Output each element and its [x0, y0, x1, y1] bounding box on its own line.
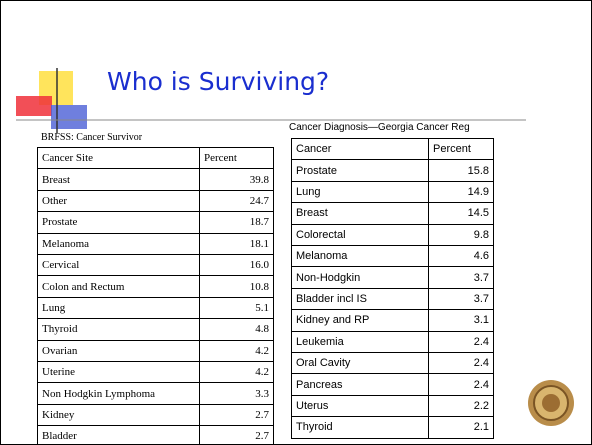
table-cell: 18.1 — [199, 232, 274, 255]
table-cell: Leukemia — [291, 330, 429, 353]
red-square — [16, 96, 52, 116]
table-cell: 3.3 — [199, 382, 274, 405]
table-caption: BRFSS: Cancer Survivor — [41, 132, 143, 143]
table-cell: Thyroid — [37, 318, 200, 341]
table-cell: Non Hodgkin Lymphoma — [37, 382, 200, 405]
header-cell: Percent — [428, 138, 494, 161]
table-cell: Uterus — [291, 394, 429, 418]
table-cell: 5.1 — [199, 296, 274, 320]
table-cell: Lung — [291, 180, 429, 204]
slide-title: Who is Surviving? — [107, 67, 330, 96]
table-cell: 2.4 — [428, 373, 494, 396]
table-cell: 2.4 — [428, 352, 494, 375]
table-cell: Other — [37, 189, 200, 213]
table-cell: Colon and Rectum — [37, 275, 200, 298]
table-cell: 39.8 — [199, 168, 274, 191]
table-cell: 3.1 — [428, 309, 494, 332]
table-cell: Uterine — [37, 361, 200, 384]
table-cell: 18.7 — [199, 211, 274, 234]
table-caption: Cancer Diagnosis—Georgia Cancer Reg — [289, 122, 470, 133]
table-cell: Prostate — [291, 159, 429, 182]
table-cell: 3.7 — [428, 287, 494, 311]
header-cell: Cancer Site — [37, 147, 200, 170]
table-cell: Kidney — [37, 403, 200, 427]
table-cell: Ovarian — [37, 339, 200, 362]
table-cell: 2.4 — [428, 330, 494, 353]
table-cell: 4.2 — [199, 361, 274, 384]
table-cell: 4.6 — [428, 245, 494, 268]
table-cell: Melanoma — [37, 232, 200, 255]
table-cell: 2.7 — [199, 403, 274, 427]
table-cell: 4.2 — [199, 339, 274, 362]
table-cell: Prostate — [37, 211, 200, 234]
table-cell: 10.8 — [199, 275, 274, 298]
table-cell: Thyroid — [291, 416, 429, 439]
table-cell: Non-Hodgkin — [291, 266, 429, 289]
table-cell: 24.7 — [199, 189, 274, 213]
table-cell: Pancreas — [291, 373, 429, 396]
header-cell: Percent — [199, 147, 274, 170]
table-cell: 4.8 — [199, 318, 274, 341]
seal — [528, 380, 574, 426]
table-cell: 15.8 — [428, 159, 494, 182]
table-cell: Cervical — [37, 254, 200, 277]
table-cell: Kidney and RP — [291, 309, 429, 332]
table-cell: Breast — [291, 202, 429, 225]
table-cell: Colorectal — [291, 223, 429, 246]
table-cell: Bladder incl IS — [291, 287, 429, 311]
table-cell: Lung — [37, 296, 200, 320]
table-cell: Melanoma — [291, 245, 429, 268]
table-cell: Oral Cavity — [291, 352, 429, 375]
table-cell: Bladder — [37, 425, 200, 444]
table-cell: 9.8 — [428, 223, 494, 246]
table-cell: 2.7 — [199, 425, 274, 444]
table-cell: 2.2 — [428, 394, 494, 418]
table-cell: 3.7 — [428, 266, 494, 289]
table-cell: Breast — [37, 168, 200, 191]
table-cell: 2.1 — [428, 416, 494, 439]
header-cell: Cancer — [291, 138, 429, 161]
table-cell: 16.0 — [199, 254, 274, 277]
table-cell: 14.5 — [428, 202, 494, 225]
table-cell: 14.9 — [428, 180, 494, 204]
